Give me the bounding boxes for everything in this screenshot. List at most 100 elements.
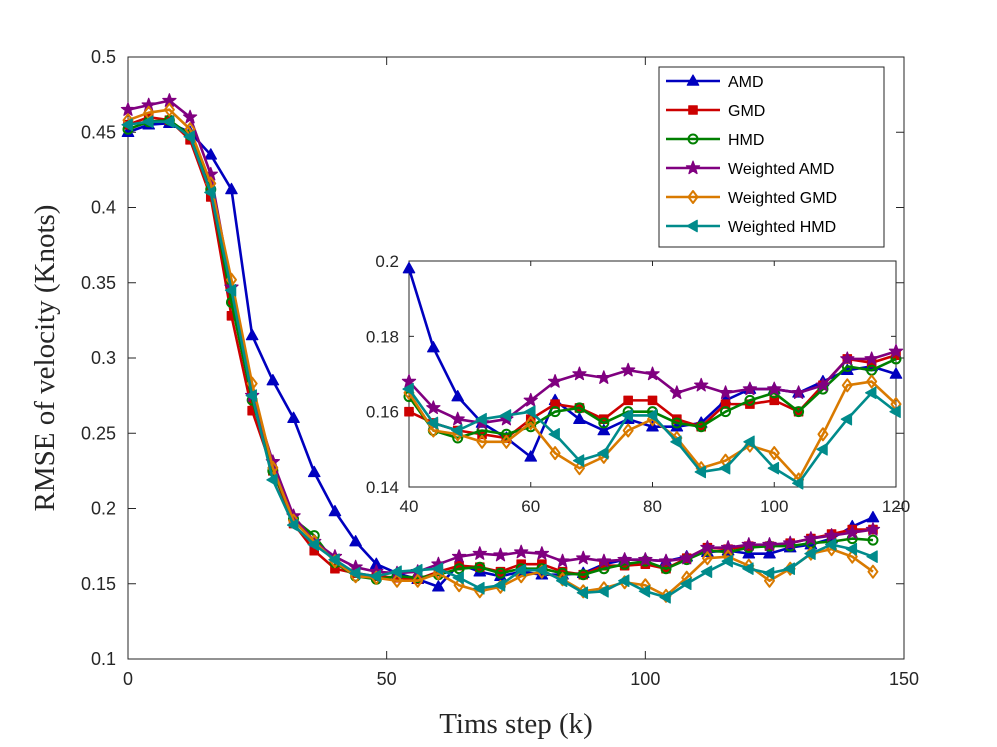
inset-x-tick-label: 40 [400, 497, 419, 516]
main-point-amd [349, 535, 362, 547]
main-y-tick-label: 0.3 [91, 348, 116, 368]
inset-point-weighted-amd [620, 362, 636, 377]
main-point-weighted-hmd [452, 571, 464, 585]
main-point-weighted-amd [741, 537, 756, 551]
main-point-weighted-gmd [163, 102, 175, 117]
main-point-weighted-hmd [576, 586, 589, 600]
inset-y-tick-label: 0.16 [366, 403, 399, 422]
inset-point-weighted-gmd [476, 434, 488, 449]
inset-point-weighted-hmd [402, 382, 414, 396]
main-point-weighted-hmd [431, 562, 444, 575]
inset-point-weighted-amd [450, 411, 465, 426]
main-point-weighted-amd [638, 552, 653, 566]
legend-label-gmd: GMD [728, 103, 765, 120]
main-point-weighted-hmd [700, 565, 713, 579]
inset-point-amd [524, 450, 538, 462]
legend-items: AMD GMD HMD Weighted AMD Weighted GMD We… [666, 74, 837, 236]
main-x-tick-label: 50 [377, 669, 397, 689]
legend: AMD GMD HMD Weighted AMD Weighted GMD We… [658, 66, 885, 248]
main-point-weighted-hmd [411, 563, 423, 577]
inset-point-weighted-amd [572, 366, 587, 381]
inset-point-weighted-hmd [475, 412, 487, 426]
legend-label-weighted-gmd: Weighted GMD [728, 190, 837, 207]
legend-marker-weighted-gmd [687, 190, 699, 204]
main-point-weighted-hmd [286, 518, 299, 532]
main-point-weighted-hmd [555, 574, 568, 588]
inset-y-tick-label: 0.2 [375, 252, 399, 271]
inset-point-weighted-hmd [597, 446, 609, 460]
inset-point-weighted-hmd [816, 443, 828, 456]
main-point-weighted-hmd [369, 569, 382, 583]
inset-point-weighted-hmd [718, 461, 731, 475]
main-point-weighted-amd [514, 544, 529, 559]
inset-point-weighted-amd [426, 400, 441, 415]
main-y-tick-label: 0.45 [81, 122, 116, 142]
main-point-weighted-amd [865, 522, 881, 536]
inset-point-weighted-hmd [767, 461, 780, 475]
inset-x-tick-label: 120 [882, 497, 910, 516]
main-x-tick-label: 0 [123, 669, 133, 689]
main-point-hmd [867, 534, 879, 546]
inset-point-weighted-hmd [572, 454, 585, 467]
inset-point-weighted-amd [523, 392, 538, 407]
inset-point-weighted-hmd [792, 476, 804, 490]
main-point-weighted-hmd [742, 562, 754, 575]
inset-point-weighted-hmd [426, 416, 439, 430]
legend-label-hmd: HMD [728, 132, 764, 149]
inset-point-weighted-amd [547, 374, 563, 388]
main-y-tick-label: 0.1 [91, 649, 116, 669]
inset-point-weighted-gmd [500, 434, 512, 449]
legend-marker-gmd [688, 105, 698, 115]
main-point-weighted-hmd [721, 554, 733, 568]
main-point-weighted-amd [824, 528, 839, 542]
main-y-tick-label: 0.25 [81, 423, 116, 443]
main-point-weighted-hmd [245, 389, 257, 402]
main-x-tick-label: 150 [889, 669, 919, 689]
inset-point-hmd [744, 394, 756, 406]
legend-label-amd: AMD [728, 74, 764, 91]
inset-point-weighted-hmd [451, 424, 463, 437]
main-point-weighted-hmd [493, 578, 506, 592]
inset-point-gmd [623, 395, 633, 406]
inset-point-amd [402, 261, 416, 274]
inset-point-weighted-hmd [548, 427, 560, 441]
inset-point-weighted-hmd [694, 465, 706, 479]
inset-point-weighted-amd [401, 374, 417, 388]
main-point-weighted-amd [762, 537, 777, 551]
main-point-weighted-gmd [391, 573, 403, 588]
main-point-weighted-amd [120, 102, 136, 116]
inset-point-weighted-gmd [817, 427, 829, 442]
main-point-weighted-hmd [845, 542, 858, 556]
main-point-weighted-gmd [412, 573, 424, 588]
inset-point-amd [427, 341, 440, 353]
inset-point-gmd [647, 395, 658, 406]
inset-x-tick-label: 100 [760, 497, 788, 516]
inset-point-weighted-hmd [889, 405, 901, 418]
main-point-weighted-hmd [783, 562, 795, 575]
main-point-weighted-hmd [204, 186, 216, 199]
inset-point-weighted-hmd [670, 435, 682, 449]
main-point-weighted-hmd [473, 581, 485, 595]
inset-point-hmd [671, 417, 683, 429]
main-y-tick-label: 0.15 [81, 574, 116, 594]
inset-point-hmd [720, 406, 732, 418]
main-point-weighted-hmd [162, 115, 175, 129]
main-point-hmd [453, 563, 465, 575]
main-point-weighted-hmd [390, 565, 402, 579]
inset-point-weighted-gmd [549, 446, 561, 461]
inset-point-weighted-amd [718, 385, 733, 400]
main-point-weighted-hmd [266, 473, 278, 487]
legend-label-weighted-hmd: Weighted HMD [728, 219, 836, 236]
inset-y-tick-label: 0.18 [366, 327, 399, 346]
main-point-weighted-hmd [121, 118, 133, 132]
main-point-weighted-amd [783, 535, 798, 550]
inset-point-gmd [404, 406, 414, 417]
inset-point-weighted-hmd [840, 412, 853, 426]
main-point-weighted-amd [534, 546, 550, 560]
legend-marker-amd [686, 74, 700, 86]
inset-point-hmd [793, 406, 805, 418]
inset-point-hmd [549, 406, 561, 418]
inset-point-weighted-gmd [525, 415, 537, 430]
inset-x-tick-label: 80 [643, 497, 662, 516]
